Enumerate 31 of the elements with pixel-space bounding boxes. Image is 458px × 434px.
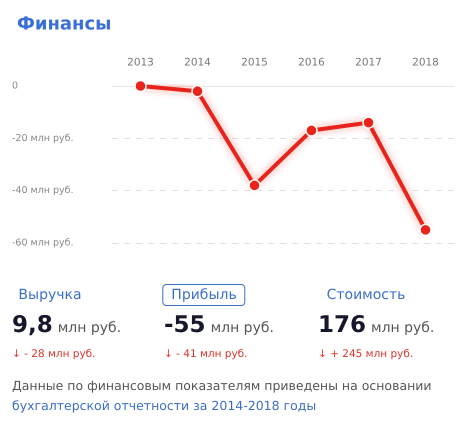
point [305,124,318,137]
text: ↓ - 41 млн руб. [164,348,248,360]
x-tick-label: 2016 [298,56,326,68]
text: Прибыль [162,284,246,306]
text: млн руб. [58,320,122,336]
text: Выручка [17,286,83,305]
text: 176 [318,312,366,338]
text: млн руб. [210,320,274,336]
text: ↓ - 28 млн руб. [12,348,96,360]
y-tick-label: -40 млн руб. [12,185,74,196]
x-tick-label: 2017 [355,56,382,68]
y-tick-label: 0 [12,80,18,92]
point [248,179,261,192]
text: 9,8 [12,312,53,338]
text: Стоимость [326,286,406,305]
text: млн руб. [371,320,434,336]
chart-title: Финансы [17,14,112,34]
point [134,80,147,92]
y-tick-label: -20 млн руб. [12,132,74,144]
point [191,84,204,98]
x-tick-label: 2018 [412,56,439,68]
x-tick-label: 2013 [127,56,154,68]
x-tick-label: 2015 [241,56,268,68]
text: -55 [164,312,206,338]
text: ↓ + 245 млн руб. [318,348,414,360]
y-tick-label: -60 млн руб. [12,238,74,248]
x-tick-label: 2014 [184,56,212,68]
text: Данные по финансовым показателям приведены на основании [12,378,432,393]
text: бухгалтерской отчетности за 2014-2018 годы [12,398,316,413]
point [362,116,375,129]
point [419,224,432,236]
